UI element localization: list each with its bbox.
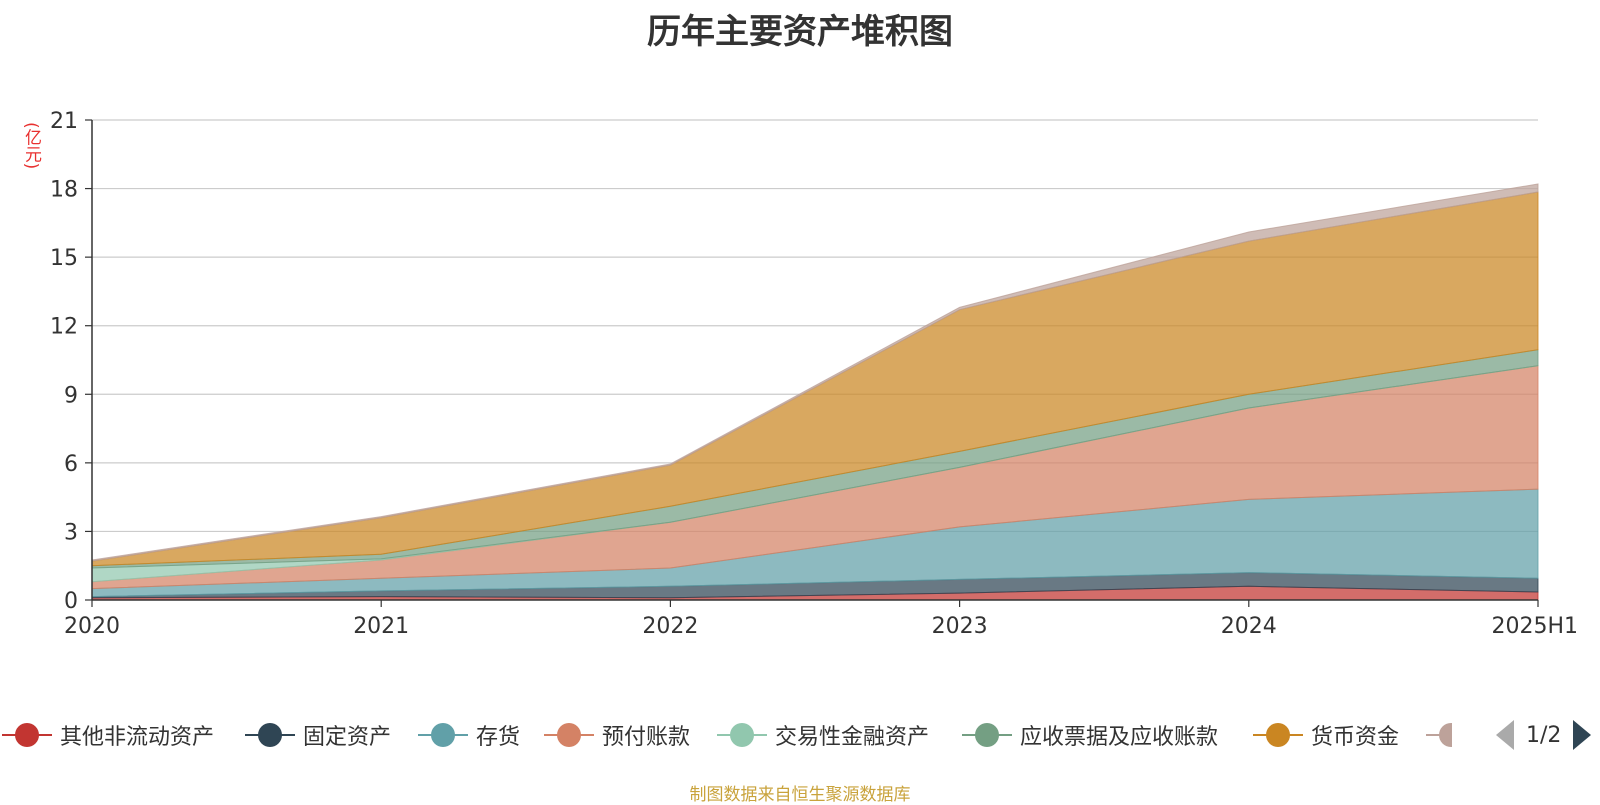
legend-label: 货币资金 (1311, 725, 1400, 750)
x-tick-label: 2021 (353, 614, 409, 639)
legend-page-indicator: 1/2 (1526, 722, 1562, 748)
legend-pager: 1/2 (1496, 716, 1592, 754)
legend-marker-icon (544, 718, 594, 752)
y-tick-label: 3 (64, 520, 78, 545)
area-series-7[interactable] (91, 183, 1539, 562)
x-tick-label: 2022 (642, 614, 698, 639)
legend-prev-page-icon[interactable] (1496, 720, 1514, 750)
legend-item-7[interactable] (1426, 718, 1452, 752)
legend: 其他非流动资产 固定资产 存货 预付账款 交易性金融资产 应收票据及应收账款 (0, 718, 1600, 752)
legend-label: 固定资产 (303, 725, 392, 750)
legend-label: 其他非流动资产 (60, 725, 215, 750)
x-tick-label: 2020 (64, 614, 120, 639)
y-tick-label: 18 (50, 178, 78, 203)
chart-title: 历年主要资产堆积图 (647, 12, 953, 52)
legend-item-0[interactable]: 其他非流动资产 (2, 718, 214, 752)
area-series (91, 183, 1539, 601)
legend-marker-icon (245, 718, 295, 752)
x-tick-label: 2023 (932, 614, 988, 639)
legend-marker-icon (2, 718, 52, 752)
x-tick-label: 2024 (1221, 614, 1277, 639)
legend-label: 存货 (476, 725, 521, 750)
legend-item-2[interactable]: 存货 (418, 718, 520, 752)
y-tick-label: 6 (64, 452, 78, 477)
legend-item-1[interactable]: 固定资产 (245, 718, 391, 752)
legend-item-4[interactable]: 交易性金融资产 (717, 718, 929, 752)
y-tick-label: 15 (50, 246, 78, 271)
legend-next-page-icon[interactable] (1573, 720, 1592, 750)
legend-label: 应收票据及应收账款 (1020, 725, 1219, 750)
y-tick-label: 12 (50, 315, 78, 340)
legend-marker-icon (418, 718, 468, 752)
legend-marker-icon (717, 718, 767, 752)
legend-item-3[interactable]: 预付账款 (544, 718, 690, 752)
data-source-note: 制图数据来自恒生聚源数据库 (689, 785, 911, 805)
axes (91, 120, 1539, 607)
y-tick-label: 21 (50, 109, 78, 134)
legend-label: 交易性金融资产 (775, 725, 930, 750)
legend-marker-icon (1253, 718, 1303, 752)
x-tick-labels: 2020 2021 2022 2023 2024 2025H1 (64, 614, 1578, 639)
legend-item-5[interactable]: 应收票据及应收账款 (962, 718, 1218, 752)
legend-marker-icon (962, 718, 1012, 752)
y-tick-label: 0 (64, 589, 78, 614)
legend-item-6[interactable]: 货币资金 (1253, 718, 1399, 752)
y-tick-label: 9 (64, 383, 78, 408)
y-axis-unit-label: (亿元) (21, 122, 41, 170)
legend-label: 预付账款 (602, 725, 691, 750)
x-tick-label: 2025H1 (1491, 614, 1578, 639)
y-tick-labels: 0 3 6 9 12 15 18 21 (50, 109, 78, 614)
legend-marker-icon (1426, 718, 1452, 752)
